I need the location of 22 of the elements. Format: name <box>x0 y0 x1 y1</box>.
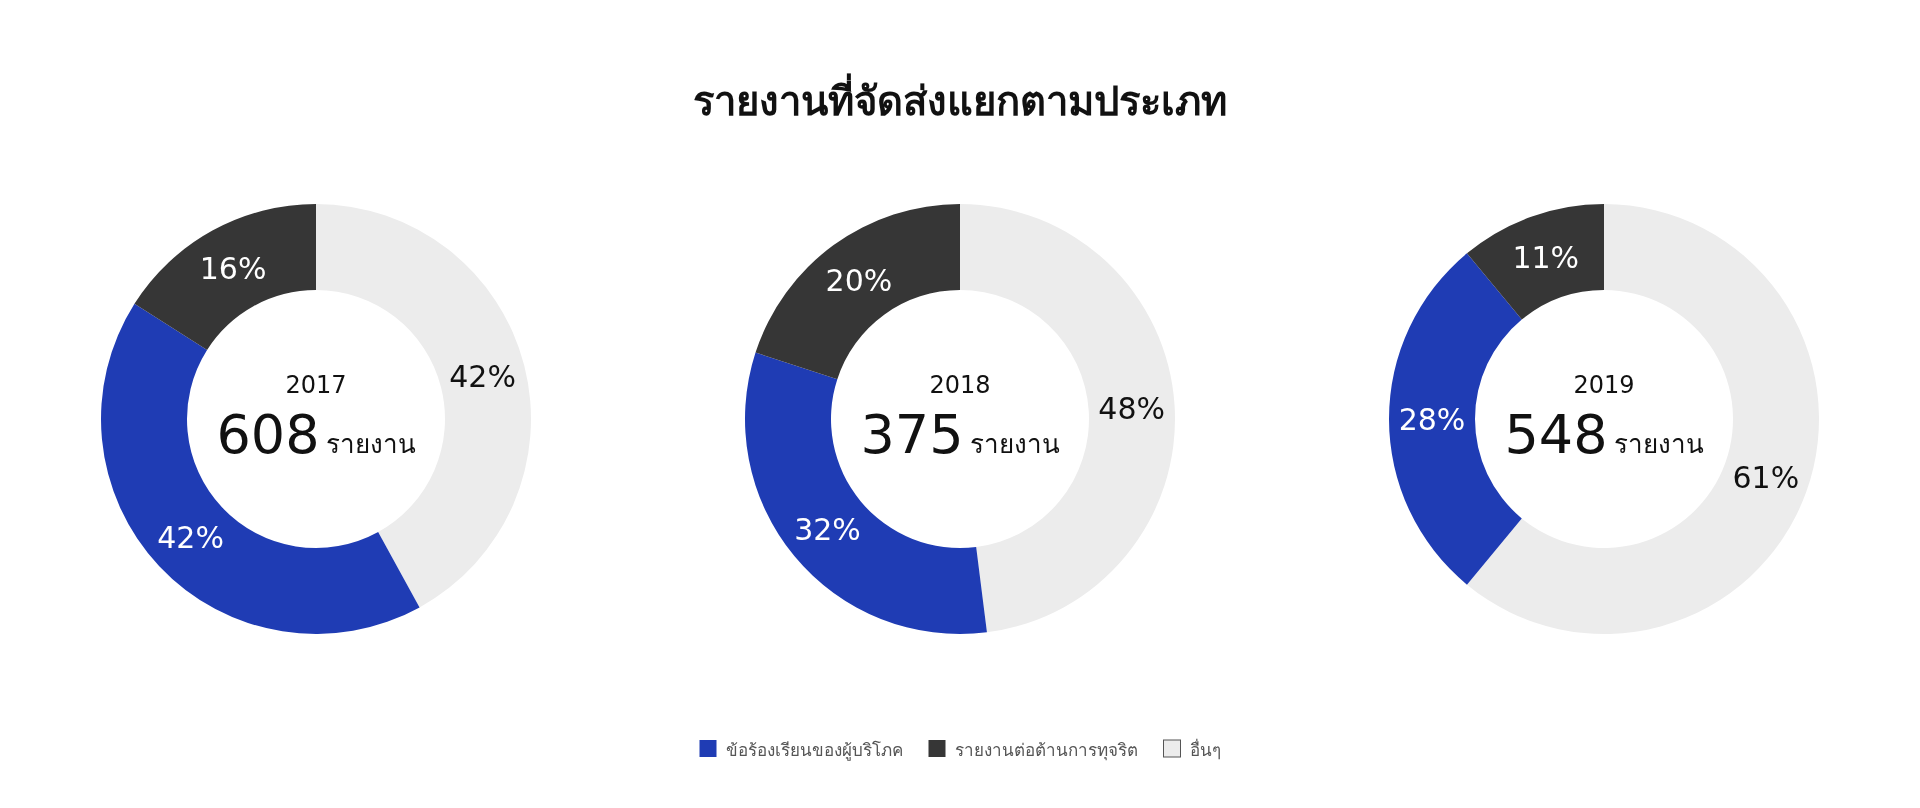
text: รายงาน <box>325 429 416 459</box>
legend-label: อื่นๆ <box>1189 738 1221 760</box>
text: 2019 <box>1573 371 1635 399</box>
data-label: 32% <box>794 511 861 547</box>
chart-title: รายงานที่จัดส่งแยกตามประเภท <box>693 73 1227 124</box>
data-label: 11% <box>1512 240 1580 276</box>
data-label: 61% <box>1732 460 1800 496</box>
data-label: 42% <box>449 359 516 395</box>
data-label: 28% <box>1398 402 1466 437</box>
data-label: 42% <box>157 519 224 555</box>
data-label: 48% <box>1098 391 1165 427</box>
text: 2018 <box>929 371 991 399</box>
data-label: 20% <box>825 262 893 298</box>
text: 375 <box>860 403 964 466</box>
legend-label: รายงานต่อต้านการทุจริต <box>954 740 1138 761</box>
text: 2017 <box>285 371 347 399</box>
legend-label: ข้อร้องเรียนของผู้บริโภค <box>725 740 903 761</box>
text: รายงาน <box>969 429 1060 459</box>
text: 608 <box>216 403 320 466</box>
text: รายงาน <box>1613 429 1704 459</box>
data-label: 16% <box>199 251 267 287</box>
text: 548 <box>1504 403 1608 466</box>
